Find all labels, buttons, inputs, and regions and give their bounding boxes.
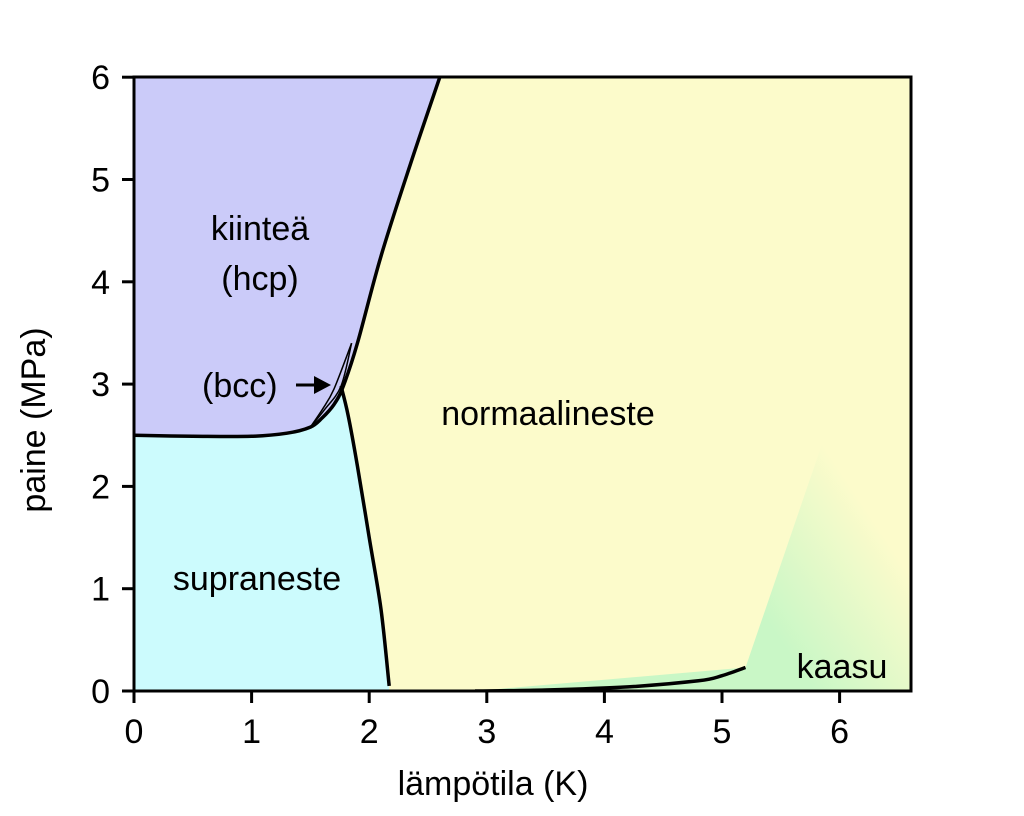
bcc-boundary-lower — [309, 343, 353, 428]
x-tick-label: 5 — [713, 713, 732, 751]
label-gas: kaasu — [797, 648, 888, 686]
y-tick-label: 1 — [91, 571, 110, 609]
y-axis-ticks: 0 1 2 3 4 5 6 — [91, 59, 134, 711]
x-tick-label: 3 — [477, 713, 496, 751]
y-tick-label: 5 — [91, 162, 110, 200]
x-tick-label: 0 — [125, 713, 144, 751]
x-tick-label: 1 — [242, 713, 261, 751]
svg-text:(hcp): (hcp) — [221, 260, 298, 298]
label-solid-hcp: kiinteä (hcp) — [211, 210, 309, 298]
superfluid-region — [134, 386, 390, 691]
melting-curve — [134, 77, 442, 439]
label-superfluid: supraneste — [173, 560, 341, 598]
y-tick-label: 3 — [91, 366, 110, 404]
x-axis-title: lämpötila (K) — [398, 765, 589, 803]
bcc-boundary-upper — [309, 342, 353, 428]
lambda-line — [339, 385, 391, 687]
label-normal-liquid: normaalineste — [441, 395, 655, 433]
x-tick-label: 2 — [360, 713, 379, 751]
y-axis-title: paine (MPa) — [15, 327, 53, 512]
label-solid-bcc: (bcc) — [202, 367, 278, 405]
svg-text:kiinteä: kiinteä — [211, 210, 309, 248]
y-tick-label: 6 — [91, 59, 110, 97]
x-tick-label: 4 — [595, 713, 614, 751]
y-tick-label: 2 — [91, 468, 110, 506]
x-axis-ticks: 0 1 2 3 4 5 6 — [125, 691, 849, 751]
y-tick-label: 4 — [91, 264, 110, 302]
x-tick-label: 6 — [830, 713, 849, 751]
gas-region — [475, 183, 911, 691]
y-tick-label: 0 — [91, 673, 110, 711]
bcc-arrow-head — [314, 376, 331, 394]
solid-hcp-region — [134, 77, 440, 437]
